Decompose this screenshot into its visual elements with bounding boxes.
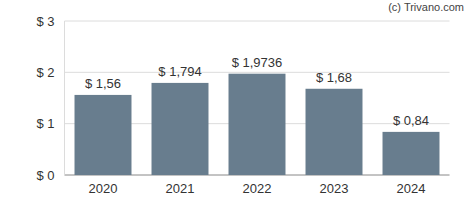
x-tick-label: 2024 [397,181,426,196]
bar [229,74,286,175]
x-tick-label: 2023 [320,181,349,196]
y-axis-line [64,21,65,175]
y-tick-label: $ 2 [36,65,54,80]
x-tick-label: 2022 [243,181,272,196]
bar [383,132,440,175]
grid-line [65,21,450,22]
grid-line [65,72,450,73]
data-label: $ 1,56 [85,76,121,91]
x-tick-label: 2020 [89,181,118,196]
chart-container: $ 0 $ 1 $ 2 $ 3 $ 1,56 2020 $ 1,794 2021 $ 1,973… [0,0,470,200]
bar [306,89,363,175]
bar [152,83,209,175]
annotation: (c) Trivano.com [388,1,464,13]
data-label: $ 0,84 [393,113,429,128]
bars [75,74,440,175]
data-label: $ 1,9736 [232,55,283,70]
y-tick-label: $ 1 [36,116,54,131]
y-tick-label: $ 0 [36,168,54,183]
data-label: $ 1,68 [316,70,352,85]
chart-svg: $ 0 $ 1 $ 2 $ 3 $ 1,56 2020 $ 1,794 2021 $ 1,973… [0,0,470,200]
x-tick-label: 2021 [166,181,195,196]
y-tick-label: $ 3 [36,14,54,29]
bar [75,95,132,175]
data-label: $ 1,794 [158,64,201,79]
